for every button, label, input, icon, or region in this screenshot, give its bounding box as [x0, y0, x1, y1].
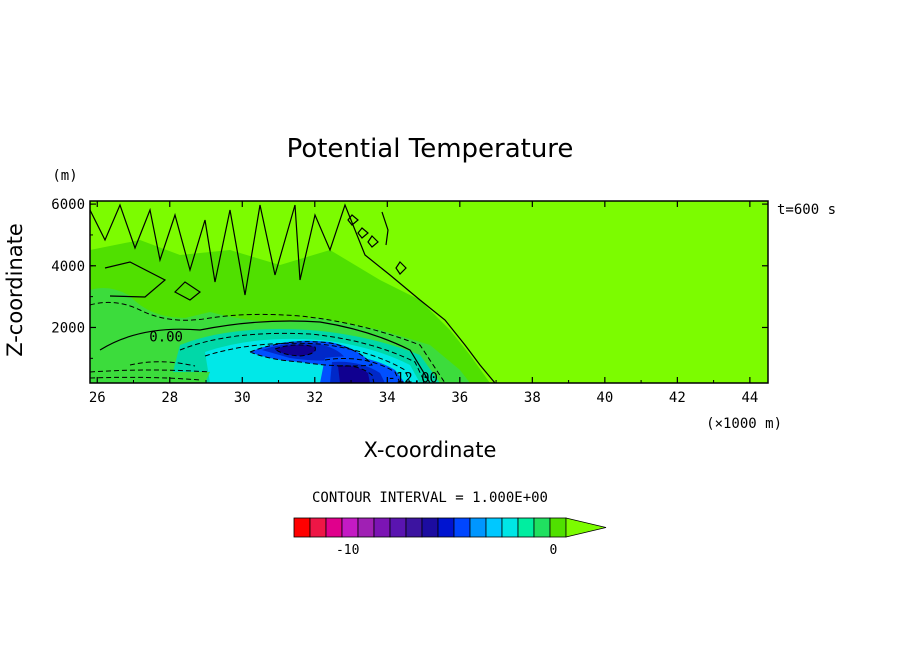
- colorbar-swatch: [421, 517, 439, 538]
- x-tick-label: 32: [306, 390, 323, 406]
- contour-interval-label: CONTOUR INTERVAL = 1.000E+00: [312, 490, 548, 506]
- x-tick-label: 34: [379, 390, 396, 406]
- x-tick-label: 38: [524, 390, 541, 406]
- contour-lines: [90, 203, 496, 383]
- colorbar-swatch: [469, 517, 487, 538]
- colorbar-tick-label: -10: [336, 543, 359, 558]
- colorbar-swatch: [501, 517, 519, 538]
- colorbar-swatch: [533, 517, 551, 538]
- contour-line-zero: [90, 203, 496, 383]
- field-region-navy-upper: [275, 344, 316, 356]
- colorbar-swatch: [405, 517, 423, 538]
- x-unit-label: (×1000 m): [706, 416, 782, 432]
- y-axis-label: Z-coordinate: [3, 223, 27, 357]
- x-tick-label: 44: [741, 390, 758, 406]
- chart-title: Potential Temperature: [287, 134, 574, 164]
- y-tick-label: 6000: [51, 197, 85, 213]
- contour-lines-negative: [90, 301, 446, 383]
- colorbar: -10 0: [293, 517, 607, 558]
- colorbar-swatch: [549, 517, 567, 538]
- x-tick-label: 28: [161, 390, 178, 406]
- colorbar-swatch: [389, 517, 407, 538]
- colorbar-swatch: [453, 517, 471, 538]
- colorbar-swatch: [325, 517, 343, 538]
- colorbar-swatch: [485, 517, 503, 538]
- x-tick-label: 42: [669, 390, 686, 406]
- y-axis: 2000 4000 6000: [51, 197, 768, 359]
- field-region-navy-lower: [338, 365, 370, 383]
- x-tick-label: 36: [451, 390, 468, 406]
- y-unit-label: (m): [52, 168, 77, 184]
- plot-frame: [89, 200, 769, 384]
- x-tick-label: 26: [89, 390, 106, 406]
- contour-field: [90, 201, 768, 383]
- colorbar-swatch: [293, 517, 311, 538]
- y-tick-label: 4000: [51, 259, 85, 275]
- colorbar-tick-label: 0: [550, 543, 558, 558]
- time-label: t=600 s: [777, 202, 836, 218]
- contour-label: -12.00: [387, 370, 438, 386]
- colorbar-swatch: [309, 517, 327, 538]
- colorbar-swatch: [517, 517, 535, 538]
- colorbar-extension-arrow: [565, 517, 607, 538]
- contour-label: 0.00: [149, 330, 183, 346]
- x-tick-label: 40: [596, 390, 613, 406]
- colorbar-swatch: [357, 517, 375, 538]
- x-tick-label: 30: [234, 390, 251, 406]
- colorbar-swatch: [373, 517, 391, 538]
- x-axis: 26 28 30 32 34 36 38 40 42 44: [89, 201, 758, 406]
- y-tick-label: 2000: [51, 320, 85, 336]
- colorbar-swatch: [341, 517, 359, 538]
- colorbar-swatch: [437, 517, 455, 538]
- x-axis-label: X-coordinate: [364, 438, 497, 462]
